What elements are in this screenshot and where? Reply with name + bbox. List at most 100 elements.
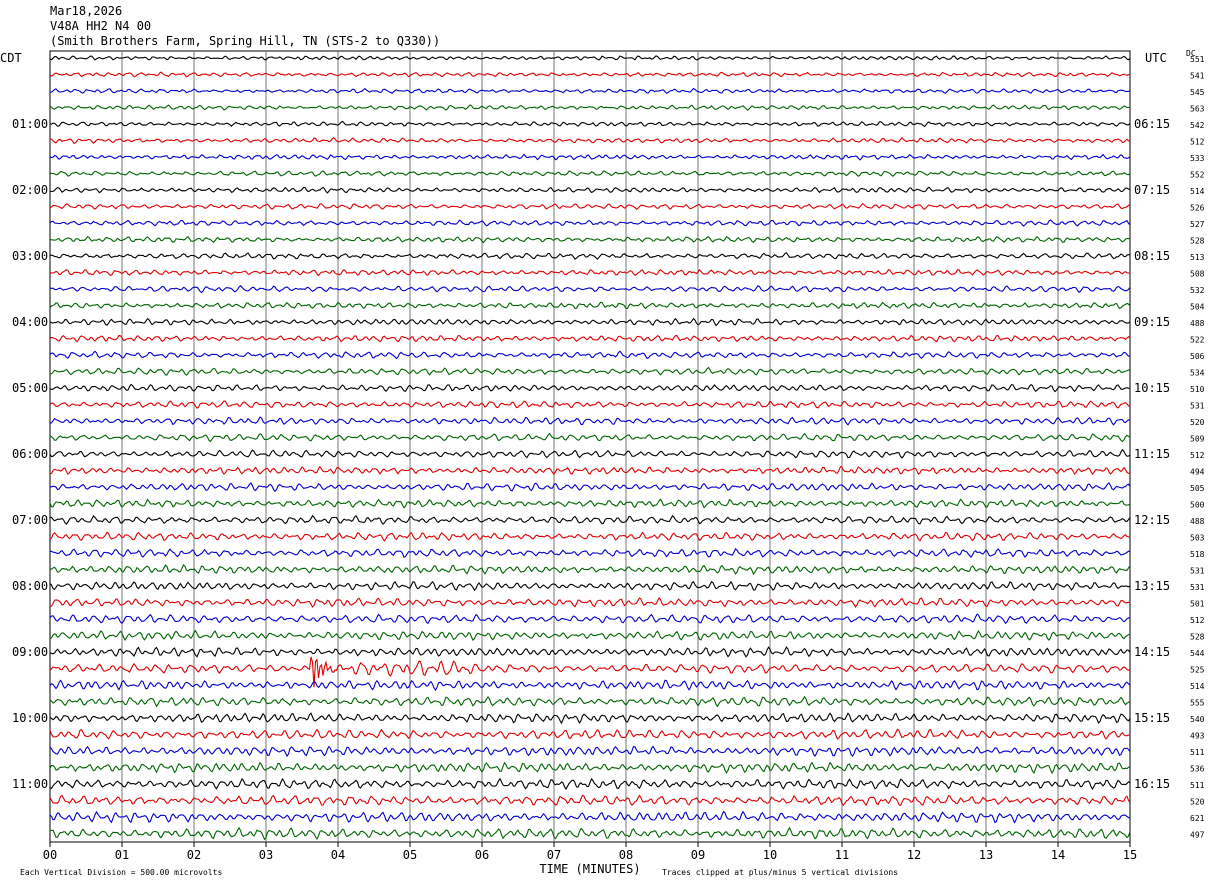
x-tick-label: 10 xyxy=(763,848,777,862)
utc-hour-label: 06:15 xyxy=(1134,117,1170,131)
header-station: V48A HH2 N4 00 xyxy=(50,19,152,33)
utc-hour-label: 08:15 xyxy=(1134,249,1170,263)
x-tick-label: 12 xyxy=(907,848,921,862)
seismic-trace xyxy=(49,646,1131,658)
cdt-hour-label: 07:00 xyxy=(12,513,48,527)
dc-offset-label: 505 xyxy=(1190,484,1205,493)
seismic-trace xyxy=(49,810,1131,824)
dc-offset-label: 497 xyxy=(1190,831,1205,840)
cdt-hour-label: 05:00 xyxy=(12,381,48,395)
x-axis-label: TIME (MINUTES) xyxy=(539,862,640,876)
dc-offset-label: 533 xyxy=(1190,154,1205,163)
seismic-trace xyxy=(49,120,1131,128)
dc-column-label: DC xyxy=(1186,49,1196,58)
x-tick-label: 02 xyxy=(187,848,201,862)
utc-hour-label: 07:15 xyxy=(1134,183,1170,197)
dc-offset-label: 551 xyxy=(1190,55,1205,64)
seismic-trace xyxy=(49,563,1131,576)
utc-hour-label: 13:15 xyxy=(1134,579,1170,593)
cdt-hour-label: 03:00 xyxy=(12,249,48,263)
cdt-hour-label: 01:00 xyxy=(12,117,48,131)
dc-offset-label: 506 xyxy=(1190,352,1205,361)
seismic-trace xyxy=(49,679,1131,692)
dc-offset-label: 512 xyxy=(1190,616,1205,625)
x-tick-label: 09 xyxy=(691,848,705,862)
seismic-trace xyxy=(49,777,1131,791)
plot-frame xyxy=(49,50,1131,843)
dc-offset-label: 493 xyxy=(1190,732,1205,741)
dc-offset-label: 522 xyxy=(1190,336,1205,345)
dc-offset-label: 534 xyxy=(1190,369,1205,378)
utc-hour-label: 09:15 xyxy=(1134,315,1170,329)
utc-hour-label: 15:15 xyxy=(1134,711,1170,725)
dc-offset-label: 500 xyxy=(1190,501,1205,510)
seismic-trace xyxy=(49,186,1131,194)
dc-offset-label: 514 xyxy=(1190,682,1205,691)
x-tick-label: 06 xyxy=(475,848,489,862)
seismic-trace xyxy=(49,219,1131,227)
seismic-trace xyxy=(49,87,1131,94)
cdt-hour-label: 04:00 xyxy=(12,315,48,329)
cdt-hour-label: 11:00 xyxy=(12,777,48,791)
dc-offset-label: 536 xyxy=(1190,765,1205,774)
dc-offset-label: 512 xyxy=(1190,451,1205,460)
seismic-trace xyxy=(49,71,1131,78)
dc-offset-label: 531 xyxy=(1190,567,1205,576)
seismic-trace xyxy=(49,514,1131,525)
x-tick-label: 15 xyxy=(1123,848,1137,862)
header-date: Mar18,2026 xyxy=(50,4,123,18)
x-tick-label: 00 xyxy=(43,848,57,862)
dc-offset-label: 531 xyxy=(1190,583,1205,592)
x-tick-label: 13 xyxy=(979,848,993,862)
vertical-division-note: Each Vertical Division = 500.00 microvol… xyxy=(20,868,222,877)
seismic-trace xyxy=(49,613,1131,625)
seismic-trace xyxy=(49,448,1131,459)
seismic-trace xyxy=(49,235,1130,244)
seismic-trace xyxy=(49,745,1131,758)
seismic-trace xyxy=(49,656,1131,688)
seismic-trace xyxy=(50,136,1131,144)
seismic-trace xyxy=(49,482,1131,493)
seismic-trace xyxy=(49,366,1131,376)
dc-offset-label: 563 xyxy=(1190,105,1205,114)
x-tick-label: 07 xyxy=(547,848,561,862)
x-tick-label: 14 xyxy=(1051,848,1065,862)
dc-offset-label: 510 xyxy=(1190,385,1205,394)
seismic-trace xyxy=(49,432,1131,443)
seismic-trace xyxy=(49,317,1131,327)
seismic-trace xyxy=(49,580,1131,592)
seismic-trace xyxy=(49,826,1131,841)
utc-hour-label: 10:15 xyxy=(1134,381,1170,395)
utc-hour-label: 16:15 xyxy=(1134,777,1170,791)
seismic-trace xyxy=(49,202,1131,211)
seismic-trace xyxy=(49,104,1130,111)
dc-offset-label: 494 xyxy=(1190,468,1205,477)
seismic-trace xyxy=(49,498,1131,509)
dc-offset-label: 513 xyxy=(1190,253,1205,262)
dc-offset-label: 512 xyxy=(1190,138,1205,147)
dc-offset-label: 542 xyxy=(1190,121,1205,130)
cdt-hour-label: 08:00 xyxy=(12,579,48,593)
dc-offset-label: 532 xyxy=(1190,286,1205,295)
seismic-trace xyxy=(49,629,1131,642)
x-tick-label: 04 xyxy=(331,848,345,862)
utc-hour-label: 11:15 xyxy=(1134,447,1170,461)
seismic-trace xyxy=(49,400,1131,409)
dc-offset-label: 555 xyxy=(1190,699,1205,708)
dc-offset-label: 525 xyxy=(1190,666,1205,675)
dc-offset-label: 514 xyxy=(1190,187,1205,196)
header-location: (Smith Brothers Farm, Spring Hill, TN (S… xyxy=(50,34,441,48)
dc-offset-label: 528 xyxy=(1190,633,1205,642)
x-tick-label: 11 xyxy=(835,848,849,862)
dc-offset-label: 544 xyxy=(1190,649,1205,658)
dc-offset-label: 503 xyxy=(1190,534,1205,543)
dc-offset-label: 621 xyxy=(1190,814,1205,823)
utc-timezone-label: UTC xyxy=(1145,51,1167,65)
seismic-trace xyxy=(49,794,1131,807)
dc-offset-label: 531 xyxy=(1190,402,1205,411)
seismic-trace xyxy=(49,712,1131,725)
cdt-hour-label: 10:00 xyxy=(12,711,48,725)
clipping-note: Traces clipped at plus/minus 5 vertical … xyxy=(662,868,898,877)
x-tick-label: 08 xyxy=(619,848,633,862)
